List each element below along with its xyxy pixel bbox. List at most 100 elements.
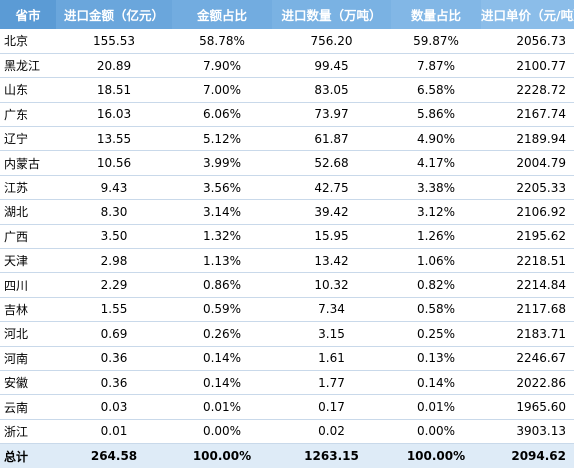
- cell-unit-price: 2195.62: [481, 224, 574, 250]
- cell-quantity-share: 0.25%: [391, 321, 481, 347]
- cell-quantity-share: 100.00%: [391, 443, 481, 469]
- cell-unit-price: 2183.71: [481, 321, 574, 347]
- total-row: 总计 264.58 100.00% 1263.15 100.00% 2094.62: [0, 443, 574, 469]
- cell-unit-price: 3903.13: [481, 419, 574, 445]
- table-row: 吉林 1.55 0.59% 7.34 0.58% 2117.68: [0, 297, 574, 323]
- cell-province: 安徽: [0, 370, 56, 396]
- cell-unit-price: 2106.92: [481, 199, 574, 225]
- header-province: 省市: [0, 0, 56, 29]
- table-row: 安徽 0.36 0.14% 1.77 0.14% 2022.86: [0, 370, 574, 396]
- cell-province: 云南: [0, 394, 56, 420]
- cell-import-amount: 155.53: [56, 29, 172, 54]
- cell-import-quantity: 83.05: [272, 77, 391, 103]
- cell-unit-price: 2022.86: [481, 370, 574, 396]
- cell-amount-share: 3.14%: [172, 199, 272, 225]
- cell-amount-share: 0.26%: [172, 321, 272, 347]
- cell-import-amount: 16.03: [56, 102, 172, 128]
- cell-import-amount: 0.36: [56, 370, 172, 396]
- header-amount-share: 金额占比: [172, 0, 272, 29]
- cell-import-quantity: 15.95: [272, 224, 391, 250]
- cell-import-quantity: 99.45: [272, 53, 391, 79]
- cell-province: 内蒙古: [0, 150, 56, 176]
- table-row: 云南 0.03 0.01% 0.17 0.01% 1965.60: [0, 394, 574, 420]
- header-quantity-share: 数量占比: [391, 0, 481, 29]
- table-row: 河南 0.36 0.14% 1.61 0.13% 2246.67: [0, 346, 574, 371]
- cell-import-amount: 0.36: [56, 346, 172, 371]
- table-row: 河北 0.69 0.26% 3.15 0.25% 2183.71: [0, 321, 574, 347]
- cell-unit-price: 2228.72: [481, 77, 574, 103]
- table-row: 北京 155.53 58.78% 756.20 59.87% 2056.73: [0, 29, 574, 54]
- cell-unit-price: 2004.79: [481, 150, 574, 176]
- cell-import-amount: 264.58: [56, 443, 172, 469]
- cell-quantity-share: 0.82%: [391, 272, 481, 298]
- cell-quantity-share: 6.58%: [391, 77, 481, 103]
- cell-import-amount: 8.30: [56, 199, 172, 225]
- cell-quantity-share: 1.06%: [391, 248, 481, 274]
- cell-unit-price: 2100.77: [481, 53, 574, 79]
- cell-amount-share: 1.32%: [172, 224, 272, 250]
- cell-province: 四川: [0, 272, 56, 298]
- cell-unit-price: 2056.73: [481, 29, 574, 54]
- cell-unit-price: 2094.62: [481, 443, 574, 469]
- cell-import-amount: 0.01: [56, 419, 172, 445]
- cell-unit-price: 2167.74: [481, 102, 574, 128]
- cell-province: 总计: [0, 443, 56, 469]
- cell-amount-share: 3.56%: [172, 175, 272, 201]
- cell-province: 河南: [0, 346, 56, 371]
- cell-unit-price: 2205.33: [481, 175, 574, 201]
- table-row: 湖北 8.30 3.14% 39.42 3.12% 2106.92: [0, 199, 574, 225]
- cell-unit-price: 1965.60: [481, 394, 574, 420]
- table-row: 辽宁 13.55 5.12% 61.87 4.90% 2189.94: [0, 126, 574, 152]
- cell-amount-share: 6.06%: [172, 102, 272, 128]
- cell-amount-share: 0.01%: [172, 394, 272, 420]
- cell-amount-share: 58.78%: [172, 29, 272, 54]
- cell-import-quantity: 52.68: [272, 150, 391, 176]
- cell-quantity-share: 0.01%: [391, 394, 481, 420]
- cell-unit-price: 2117.68: [481, 297, 574, 323]
- cell-quantity-share: 7.87%: [391, 53, 481, 79]
- cell-amount-share: 0.14%: [172, 370, 272, 396]
- cell-import-quantity: 10.32: [272, 272, 391, 298]
- cell-province: 黑龙江: [0, 53, 56, 79]
- header-row: 省市 进口金额（亿元） 金额占比 进口数量（万吨） 数量占比 进口单价（元/吨）: [0, 0, 574, 29]
- table-row: 黑龙江 20.89 7.90% 99.45 7.87% 2100.77: [0, 53, 574, 79]
- cell-quantity-share: 5.86%: [391, 102, 481, 128]
- cell-import-quantity: 42.75: [272, 175, 391, 201]
- table-row: 广西 3.50 1.32% 15.95 1.26% 2195.62: [0, 224, 574, 250]
- cell-import-amount: 2.98: [56, 248, 172, 274]
- cell-quantity-share: 0.58%: [391, 297, 481, 323]
- table-row: 浙江 0.01 0.00% 0.02 0.00% 3903.13: [0, 419, 574, 445]
- cell-import-quantity: 756.20: [272, 29, 391, 54]
- header-import-amount: 进口金额（亿元）: [56, 0, 172, 29]
- cell-unit-price: 2214.84: [481, 272, 574, 298]
- cell-import-amount: 0.69: [56, 321, 172, 347]
- cell-amount-share: 0.59%: [172, 297, 272, 323]
- table-header: 省市 进口金额（亿元） 金额占比 进口数量（万吨） 数量占比 进口单价（元/吨）: [0, 0, 574, 29]
- cell-unit-price: 2218.51: [481, 248, 574, 274]
- cell-quantity-share: 3.12%: [391, 199, 481, 225]
- cell-province: 北京: [0, 29, 56, 54]
- cell-quantity-share: 0.00%: [391, 419, 481, 445]
- cell-amount-share: 0.14%: [172, 346, 272, 371]
- cell-import-quantity: 61.87: [272, 126, 391, 152]
- cell-province: 湖北: [0, 199, 56, 225]
- cell-province: 天津: [0, 248, 56, 274]
- table-row: 四川 2.29 0.86% 10.32 0.82% 2214.84: [0, 272, 574, 298]
- table-row: 山东 18.51 7.00% 83.05 6.58% 2228.72: [0, 77, 574, 103]
- cell-amount-share: 0.86%: [172, 272, 272, 298]
- cell-import-quantity: 39.42: [272, 199, 391, 225]
- cell-quantity-share: 4.90%: [391, 126, 481, 152]
- cell-import-amount: 9.43: [56, 175, 172, 201]
- cell-province: 河北: [0, 321, 56, 347]
- cell-import-quantity: 0.02: [272, 419, 391, 445]
- cell-import-quantity: 3.15: [272, 321, 391, 347]
- table-row: 广东 16.03 6.06% 73.97 5.86% 2167.74: [0, 102, 574, 128]
- cell-amount-share: 5.12%: [172, 126, 272, 152]
- cell-import-amount: 13.55: [56, 126, 172, 152]
- cell-amount-share: 100.00%: [172, 443, 272, 469]
- table-row: 天津 2.98 1.13% 13.42 1.06% 2218.51: [0, 248, 574, 274]
- cell-import-amount: 20.89: [56, 53, 172, 79]
- header-unit-price: 进口单价（元/吨）: [481, 0, 574, 29]
- cell-import-amount: 10.56: [56, 150, 172, 176]
